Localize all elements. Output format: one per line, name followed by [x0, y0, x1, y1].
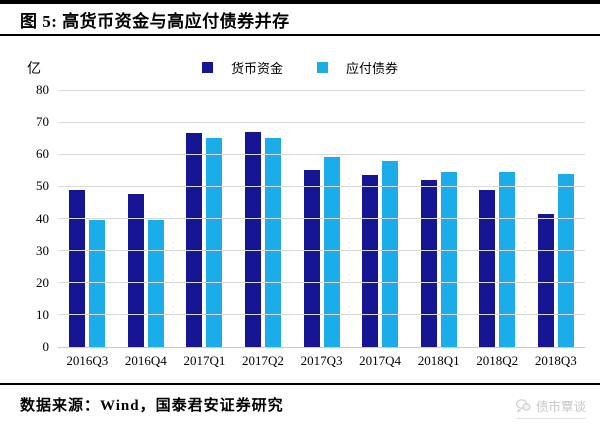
top-border	[0, 0, 600, 4]
y-tick-label: 70	[36, 114, 49, 130]
footer-divider	[0, 383, 600, 385]
y-tick-label: 40	[36, 210, 49, 226]
gridline	[58, 153, 585, 155]
watermark: 债市覃谈	[515, 396, 586, 419]
legend-item-monetary-funds: 货币资金	[201, 58, 283, 77]
y-tick-label: 30	[36, 242, 49, 258]
x-tick-label: 2018Q1	[417, 353, 460, 368]
x-tick-label: 2017Q1	[183, 353, 226, 368]
bar-group-2017Q3	[292, 90, 351, 347]
y-tick-label: 50	[36, 178, 49, 194]
bar-2017Q4-s1	[382, 160, 399, 347]
gridline	[58, 121, 585, 123]
bar-group-2017Q2	[234, 90, 293, 347]
legend-label: 货币资金	[230, 61, 283, 76]
y-tick-label: 10	[36, 306, 49, 322]
legend-item-bonds-payable: 应付债券	[317, 58, 398, 77]
bar-group-2018Q1	[409, 90, 468, 347]
bar-2017Q1-s1	[206, 138, 223, 347]
bar-2017Q2-s0	[244, 131, 261, 347]
y-tick-label: 0	[42, 339, 50, 354]
gridline	[58, 314, 585, 316]
bar-2017Q4-s0	[362, 175, 379, 347]
y-tick-label: 60	[36, 146, 49, 162]
bar-2018Q1-s1	[440, 171, 457, 347]
data-source: 数据来源：Wind，国泰君安证券研究	[20, 398, 284, 414]
bar-2016Q4-s0	[127, 194, 144, 347]
gridline	[58, 89, 585, 91]
bar-2017Q3-s1	[323, 157, 340, 347]
x-tick-label: 2017Q4	[359, 353, 402, 368]
y-axis-unit-label: 亿	[27, 62, 41, 77]
x-tick-label: 2017Q2	[242, 353, 284, 368]
gridline	[58, 282, 585, 284]
watermark-label: 债市覃谈	[535, 400, 586, 414]
x-tick-label: 2018Q2	[476, 353, 519, 368]
bar-2018Q3-s1	[557, 173, 574, 347]
bar-2016Q3-s1	[89, 220, 106, 347]
bar-2018Q2-s0	[479, 189, 496, 347]
bar-2018Q2-s1	[499, 171, 516, 347]
legend-swatch-monetary-funds	[201, 62, 213, 73]
bar-2017Q3-s0	[303, 170, 320, 347]
gridline	[58, 250, 585, 252]
bar-group-2018Q2	[468, 90, 527, 347]
bar-group-2018Q3	[527, 90, 586, 347]
x-tick-label: 2016Q3	[66, 353, 109, 368]
gridline	[58, 218, 585, 219]
bar-2016Q4-s1	[147, 220, 164, 347]
chat-bubbles-icon	[516, 399, 531, 412]
x-axis-labels: 2016Q3 2016Q4 2017Q1 2017Q2 2017Q3 2017Q4 2018…	[58, 353, 585, 369]
x-tick-label: 2017Q3	[300, 353, 343, 368]
plot-area: 2016Q3 2016Q4 2017Q1 2017Q2 2017Q3 2017Q4 2018…	[36, 82, 585, 368]
legend-swatch-bonds-payable	[317, 62, 328, 73]
title-divider	[0, 34, 600, 36]
bar-2018Q1-s0	[420, 179, 437, 347]
figure-title: 图 5: 高货币资金与高应付债券并存	[20, 12, 290, 31]
chart-legend: 货币资金 应付债券	[0, 58, 600, 77]
x-tick-label: 2016Q4	[124, 353, 167, 368]
bar-2017Q2-s1	[264, 138, 281, 347]
y-tick-label: 20	[36, 274, 49, 290]
x-axis-line	[58, 346, 585, 348]
gridline	[58, 185, 585, 187]
bars-row	[58, 90, 585, 347]
bar-2018Q3-s0	[537, 213, 554, 347]
legend-label: 应付债券	[346, 61, 399, 76]
x-tick-label: 2018Q3	[534, 353, 577, 368]
bar-2016Q3-s0	[69, 189, 86, 347]
y-tick-label: 80	[36, 82, 49, 97]
